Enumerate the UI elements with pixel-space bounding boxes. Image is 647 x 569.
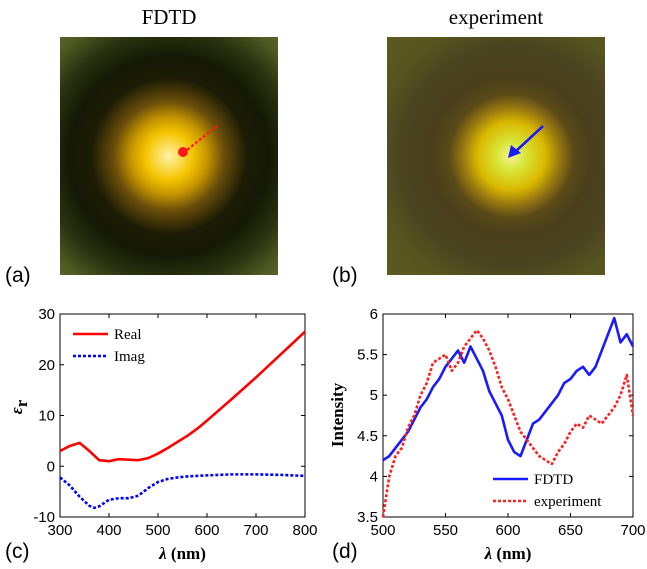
chart-d: 500 550 600 650 700 3.5 4 4.5 5 5.5 6 FDTD experimen… (323, 295, 647, 569)
arrow-head-cluster (178, 147, 188, 157)
chart-c-svg: 300 400 500 600 700 800 -10 0 10 20 30 Real Imag λ (n… (7, 306, 318, 563)
y-tick-label: 5.5 (357, 347, 378, 364)
y-tick-label: 20 (38, 357, 55, 374)
panel-b-field-image (387, 37, 605, 275)
x-tick-label: 600 (194, 522, 219, 539)
panel-a-field-image (60, 37, 278, 275)
plot-frame (59, 313, 306, 518)
legend-label: Real (114, 327, 142, 343)
x-tick-label: 500 (370, 522, 395, 539)
y-tick-label: 3.5 (357, 509, 378, 526)
panel-b-arrow-svg (508, 125, 544, 158)
series-line-imag (59, 473, 306, 510)
y-axis-label: Intensity (328, 382, 347, 447)
x-axis-label: λ (nm) (484, 544, 532, 563)
x-tick-label: 700 (620, 522, 645, 539)
panel-d-letter: (d) (332, 540, 358, 563)
y-tick-label: 4.5 (357, 428, 378, 445)
y-tick-label: 5 (370, 387, 378, 404)
y-tick-label: 10 (38, 408, 55, 425)
y-tick-label: 30 (38, 306, 55, 323)
y-tick-label: 0 (47, 458, 55, 475)
x-tick-label: 650 (558, 522, 583, 539)
y-axis-label: εr (7, 399, 31, 414)
polarization-arrow (514, 125, 544, 153)
legend-label: FDTD (534, 472, 573, 488)
x-tick-label: 700 (243, 522, 268, 539)
panel-a-arrow-svg (178, 125, 218, 157)
legend-label: Imag (114, 349, 145, 365)
y-tick-label: -10 (33, 509, 55, 526)
series-line-real (59, 330, 306, 463)
x-tick-label: 800 (292, 522, 317, 539)
panel-a-title: FDTD (141, 5, 197, 29)
x-axis-label: λ (nm) (158, 544, 206, 563)
legend-box (488, 465, 628, 511)
x-tick-label: 400 (96, 522, 121, 539)
arrow-head (508, 145, 521, 158)
panel-b-title: experiment (448, 5, 544, 29)
x-tick-label: 600 (495, 522, 520, 539)
panel-c-letter: (c) (5, 540, 30, 563)
x-tick-label: 300 (47, 522, 72, 539)
y-tick-label: 6 (370, 306, 378, 323)
x-tick-label: 500 (145, 522, 170, 539)
y-tick-label: 4 (370, 468, 378, 485)
chart-c: 300 400 500 600 700 800 -10 0 10 20 30 Real Imag λ (n… (0, 295, 323, 569)
panel-a-letter: (a) (5, 264, 31, 287)
legend-label: experiment (534, 494, 602, 510)
panel-b-letter: (b) (332, 264, 358, 287)
series-line-experiment (381, 328, 635, 518)
series-line-fdtd (382, 316, 635, 462)
chart-d-svg: 500 550 600 650 700 3.5 4 4.5 5 5.5 6 FDTD experimen… (328, 306, 646, 563)
x-tick-label: 550 (433, 522, 458, 539)
polarization-arrow (181, 125, 218, 155)
